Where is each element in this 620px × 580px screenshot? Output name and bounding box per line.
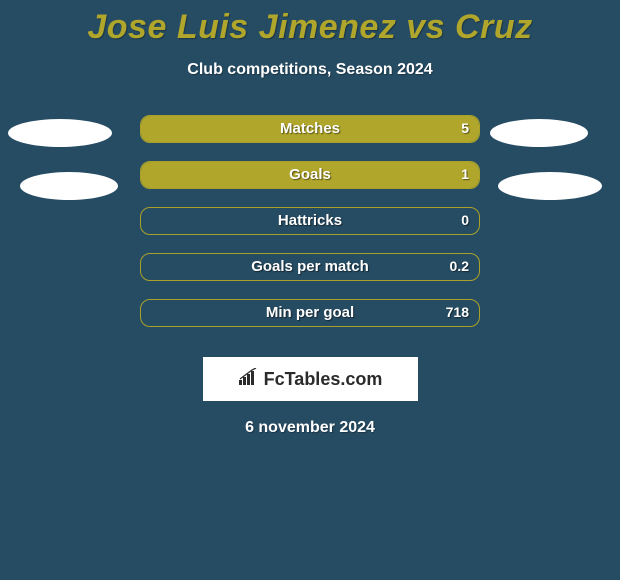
player-left-ellipse-1 <box>8 119 112 147</box>
logo-text: FcTables.com <box>264 369 383 390</box>
logo-box[interactable]: FcTables.com <box>203 357 418 401</box>
chart-area: Matches 5 Goals 1 Hattricks 0 Goals per … <box>0 115 620 335</box>
stat-label: Min per goal <box>141 304 479 321</box>
stat-row-hattricks: Hattricks 0 <box>140 207 480 235</box>
stat-label: Goals <box>141 166 479 183</box>
subtitle: Club competitions, Season 2024 <box>0 61 620 79</box>
bar-chart-icon <box>238 368 260 391</box>
stat-value: 718 <box>446 304 469 320</box>
stat-row-min-per-goal: Min per goal 718 <box>140 299 480 327</box>
player-right-ellipse-1 <box>490 119 588 147</box>
stat-row-matches: Matches 5 <box>140 115 480 143</box>
date-line: 6 november 2024 <box>0 419 620 437</box>
page-title: Jose Luis Jimenez vs Cruz <box>0 0 620 47</box>
stat-label: Matches <box>141 120 479 137</box>
player-right-ellipse-2 <box>498 172 602 200</box>
stat-label: Goals per match <box>141 258 479 275</box>
stat-row-goals-per-match: Goals per match 0.2 <box>140 253 480 281</box>
stat-row-goals: Goals 1 <box>140 161 480 189</box>
stat-value: 0 <box>461 212 469 228</box>
stat-label: Hattricks <box>141 212 479 229</box>
stat-value: 5 <box>461 120 469 136</box>
stat-value: 0.2 <box>450 258 469 274</box>
stat-value: 1 <box>461 166 469 182</box>
player-left-ellipse-2 <box>20 172 118 200</box>
stats-bars: Matches 5 Goals 1 Hattricks 0 Goals per … <box>140 115 480 345</box>
logo: FcTables.com <box>238 368 383 391</box>
